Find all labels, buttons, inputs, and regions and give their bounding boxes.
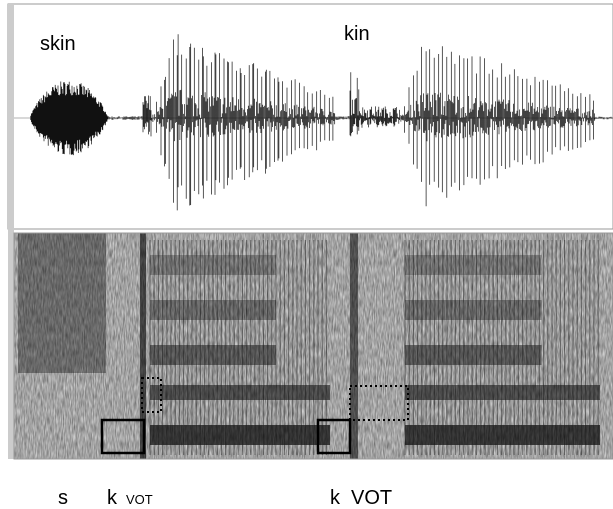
segment-label: k	[107, 487, 118, 509]
k-closure-box	[100, 418, 146, 455]
waveform-trace	[30, 34, 613, 211]
waveform	[30, 34, 613, 211]
spectrogram	[14, 233, 613, 459]
word-label: skin	[40, 33, 76, 55]
segment-label: s	[58, 487, 68, 509]
segment-label: VOT	[126, 492, 153, 507]
segment-label: k	[330, 487, 341, 509]
panel-edge	[8, 4, 14, 459]
vot-box	[141, 377, 162, 413]
vot-box	[349, 385, 409, 421]
k-closure-box	[316, 418, 352, 455]
word-label: kin	[344, 23, 370, 45]
spectrogram-frame	[13, 232, 613, 460]
segment-label: VOT	[351, 487, 392, 509]
